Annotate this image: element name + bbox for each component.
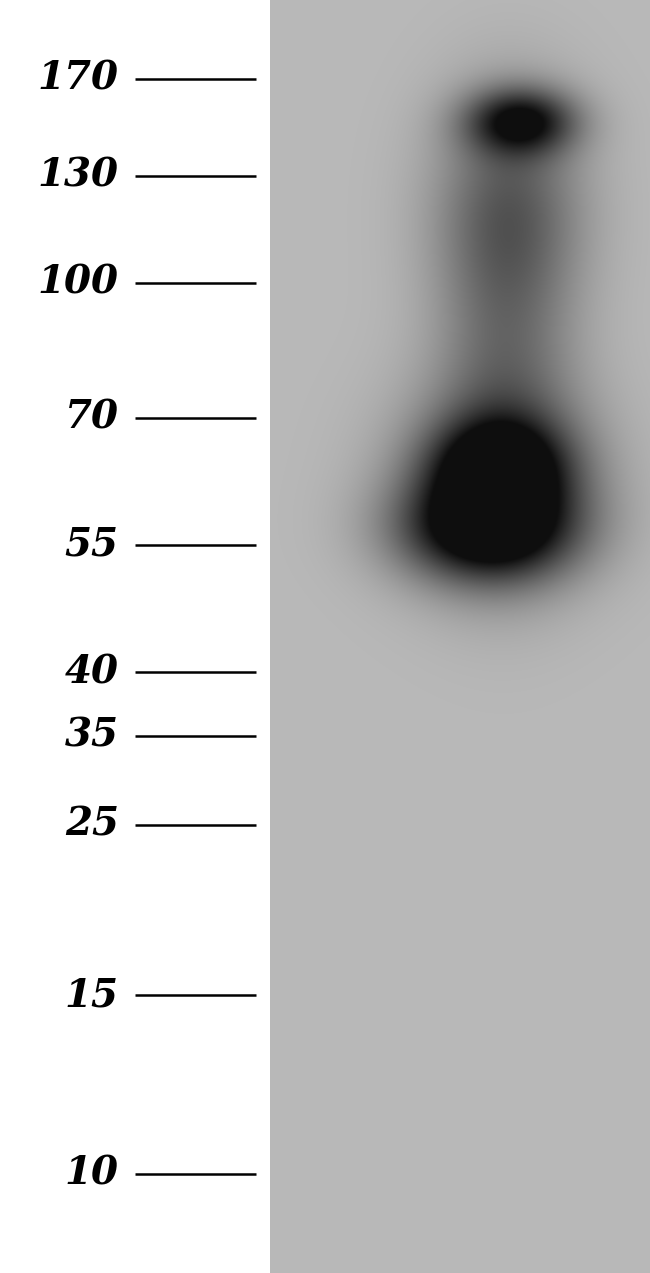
Text: 170: 170	[38, 60, 119, 98]
Text: 130: 130	[38, 157, 119, 195]
Text: 55: 55	[65, 526, 119, 564]
Text: 100: 100	[38, 264, 119, 302]
Text: 70: 70	[65, 398, 119, 437]
Text: 40: 40	[65, 653, 119, 691]
Text: 35: 35	[65, 717, 119, 755]
Text: 25: 25	[65, 806, 119, 844]
Text: 15: 15	[65, 976, 119, 1015]
Text: 10: 10	[65, 1155, 119, 1193]
